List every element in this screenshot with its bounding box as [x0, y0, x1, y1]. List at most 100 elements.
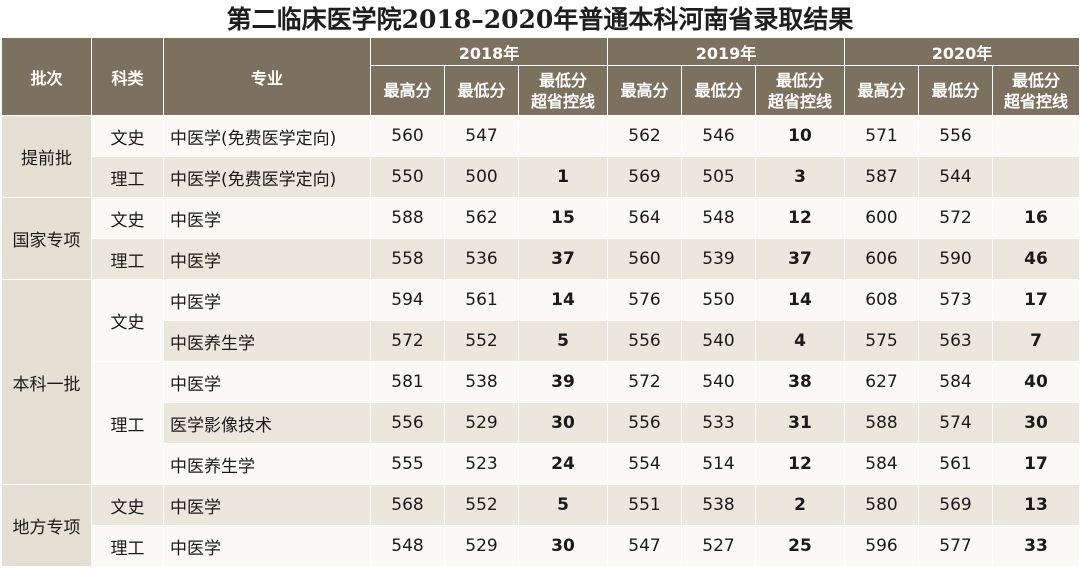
category-cell: 文史 [91, 197, 164, 239]
table-row: 本科一批 文史 中医学 594 561 14 576 550 14 608 573 17 [1, 279, 1080, 485]
table-row: 中医养生学 555 523 24 554 514 12 584 561 17 [2, 443, 1080, 485]
header-max-score: 最高分 [607, 65, 682, 116]
header-over-line-1: 最低分 [775, 70, 824, 90]
header-over-line: 最低分 超省控线 [992, 65, 1080, 116]
category-cell: 文史 [91, 484, 164, 526]
y2020-over-line-cell: 17 [992, 443, 1080, 485]
y2019-over-line-cell: 12 [755, 443, 845, 485]
table-row: 中医养生学 572 552 5 556 540 4 575 563 7 [2, 320, 1080, 362]
major-cell: 中医学(免费医学定向) [163, 115, 371, 157]
y2019-max-score-cell: 572 [607, 361, 682, 403]
y2020-max-score-cell: 580 [844, 484, 919, 526]
category-cell: 理工 [91, 156, 164, 198]
y2020-min-score-cell: 544 [918, 156, 993, 198]
table-row: 理工 中医学 558 536 37 560 539 37 606 590 46 [2, 238, 1080, 280]
major-cell: 中医养生学 [163, 443, 371, 485]
y2019-max-score-cell: 576 [607, 279, 682, 321]
table-row: 理工 中医学 548 529 30 547 527 25 596 577 33 [2, 525, 1080, 567]
y2020-min-score-cell: 556 [918, 115, 993, 157]
y2018-max-score-cell: 550 [370, 156, 445, 198]
y2018-over-line-cell: 14 [518, 279, 608, 321]
y2018-min-score-cell: 552 [444, 320, 519, 362]
y2018-max-score-cell: 548 [370, 525, 445, 567]
y2020-over-line-cell [992, 156, 1080, 198]
y2019-over-line-cell: 12 [755, 197, 845, 239]
y2020-over-line-cell: 17 [992, 279, 1080, 321]
header-over-line: 最低分 超省控线 [518, 65, 608, 116]
major-cell: 中医学 [163, 361, 371, 403]
major-cell: 中医学 [163, 279, 371, 321]
y2019-min-score-cell: 539 [681, 238, 756, 280]
y2019-over-line-cell: 3 [755, 156, 845, 198]
y2019-over-line-cell: 4 [755, 320, 845, 362]
y2020-max-score-cell: 588 [844, 402, 919, 444]
y2018-min-score-cell: 552 [444, 484, 519, 526]
table-row: 国家专项 文史 中医学 588 562 15 564 548 12 600 572 16 [1, 197, 1080, 280]
y2020-max-score-cell: 627 [844, 361, 919, 403]
header-min-score: 最低分 [681, 65, 756, 116]
batch-cell: 地方专项 [1, 484, 92, 567]
y2020-over-line-cell: 13 [992, 484, 1080, 526]
header-max-score: 最高分 [844, 65, 919, 116]
header-category: 科类 [91, 37, 164, 116]
table-row: 地方专项 文史 中医学 568 552 5 551 538 2 580 569 13 [1, 484, 1080, 567]
y2018-max-score-cell: 556 [370, 402, 445, 444]
y2020-min-score-cell: 561 [918, 443, 993, 485]
y2020-min-score-cell: 574 [918, 402, 993, 444]
y2019-over-line-cell: 25 [755, 525, 845, 567]
y2020-max-score-cell: 608 [844, 279, 919, 321]
y2020-over-line-cell: 7 [992, 320, 1080, 362]
major-cell: 中医养生学 [163, 320, 371, 362]
y2018-max-score-cell: 560 [370, 115, 445, 157]
y2018-over-line-cell: 39 [518, 361, 608, 403]
category-cell: 理工 [91, 525, 164, 567]
y2019-min-score-cell: 548 [681, 197, 756, 239]
page-title: 第二临床医学院2018–2020年普通本科河南省录取结果 [226, 5, 854, 34]
y2018-max-score-cell: 588 [370, 197, 445, 239]
y2019-max-score-cell: 562 [607, 115, 682, 157]
y2020-min-score-cell: 584 [918, 361, 993, 403]
major-cell: 中医学 [163, 484, 371, 526]
y2019-min-score-cell: 514 [681, 443, 756, 485]
header-max-score: 最高分 [370, 65, 445, 116]
y2018-min-score-cell: 529 [444, 525, 519, 567]
y2020-max-score-cell: 584 [844, 443, 919, 485]
y2020-over-line-cell: 16 [992, 197, 1080, 239]
y2019-over-line-cell: 38 [755, 361, 845, 403]
major-cell: 中医学 [163, 238, 371, 280]
category-cell: 理工 [91, 361, 164, 485]
header-over-line-2: 超省控线 [530, 91, 595, 111]
major-cell: 医学影像技术 [163, 402, 371, 444]
y2018-min-score-cell: 562 [444, 197, 519, 239]
y2019-min-score-cell: 546 [681, 115, 756, 157]
y2020-min-score-cell: 577 [918, 525, 993, 567]
y2020-over-line-cell: 46 [992, 238, 1080, 280]
y2020-min-score-cell: 569 [918, 484, 993, 526]
y2018-min-score-cell: 561 [444, 279, 519, 321]
header-min-score: 最低分 [918, 65, 993, 116]
y2020-max-score-cell: 575 [844, 320, 919, 362]
y2020-over-line-cell: 30 [992, 402, 1080, 444]
y2018-min-score-cell: 538 [444, 361, 519, 403]
y2019-max-score-cell: 564 [607, 197, 682, 239]
y2019-min-score-cell: 533 [681, 402, 756, 444]
y2018-min-score-cell: 529 [444, 402, 519, 444]
y2019-min-score-cell: 527 [681, 525, 756, 567]
batch-cell: 本科一批 [1, 279, 92, 485]
y2020-min-score-cell: 573 [918, 279, 993, 321]
y2018-max-score-cell: 581 [370, 361, 445, 403]
y2019-max-score-cell: 556 [607, 320, 682, 362]
table-row: 提前批 文史 中医学(免费医学定向) 560 547 562 546 10 571 556 [1, 115, 1080, 198]
major-cell: 中医学 [163, 525, 371, 567]
header-min-score: 最低分 [444, 65, 519, 116]
y2018-min-score-cell: 536 [444, 238, 519, 280]
y2018-max-score-cell: 594 [370, 279, 445, 321]
y2018-over-line-cell: 1 [518, 156, 608, 198]
batch-cell: 国家专项 [1, 197, 92, 280]
y2020-min-score-cell: 572 [918, 197, 993, 239]
y2020-max-score-cell: 596 [844, 525, 919, 567]
y2020-over-line-cell: 33 [992, 525, 1080, 567]
y2020-max-score-cell: 571 [844, 115, 919, 157]
y2018-over-line-cell: 24 [518, 443, 608, 485]
y2019-over-line-cell: 14 [755, 279, 845, 321]
